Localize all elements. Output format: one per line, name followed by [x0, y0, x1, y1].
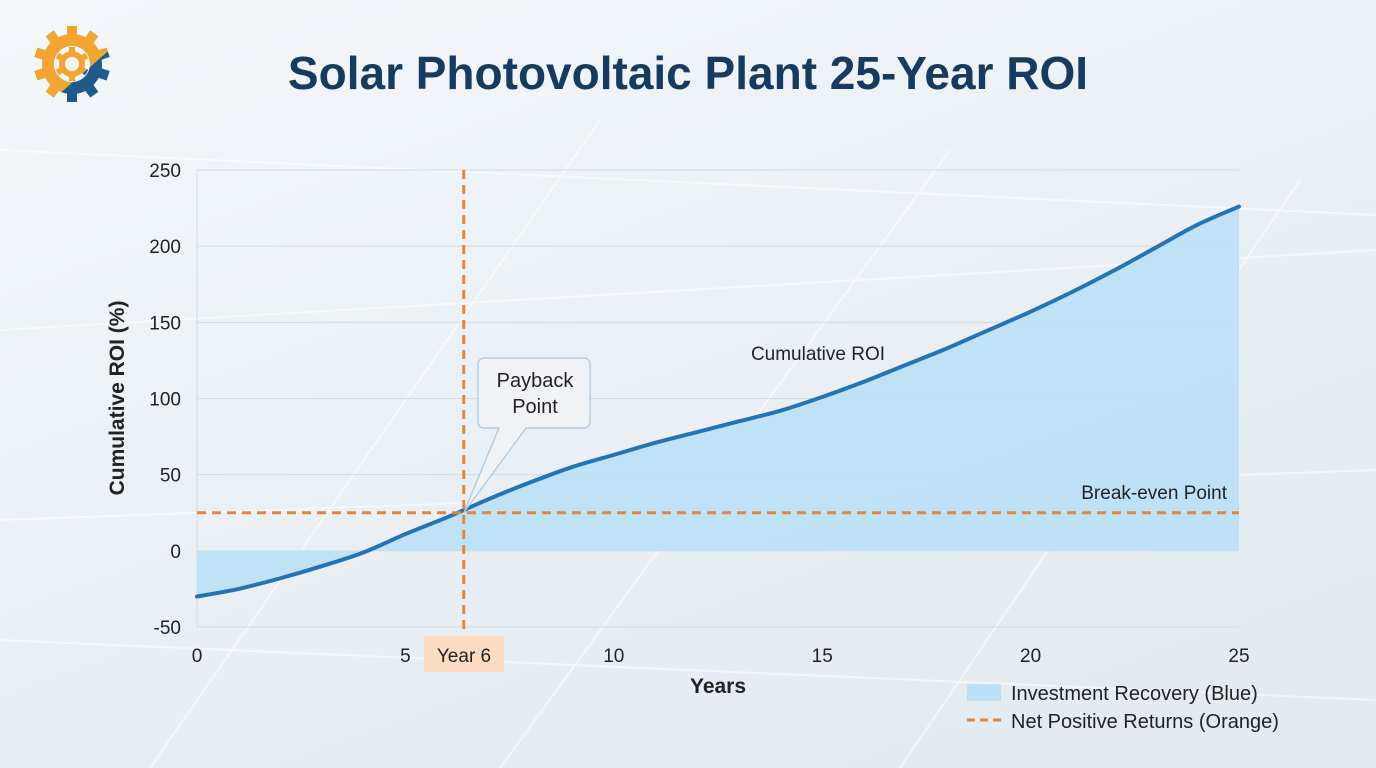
y-tick-label: 100: [149, 390, 181, 411]
payback-label-line1: Payback: [497, 370, 575, 392]
y-tick-label: 150: [149, 313, 181, 334]
break-even-label: Break-even Point: [1081, 483, 1227, 504]
x-axis-label: Years: [690, 675, 746, 698]
y-tick-label: 200: [149, 237, 181, 258]
x-tick-label: 25: [1228, 646, 1249, 667]
payback-year-tag: [424, 636, 504, 672]
y-axis-label: Cumulative ROI (%): [106, 301, 129, 496]
x-tick-label: 10: [603, 646, 624, 667]
page-title: Solar Photovoltaic Plant 25-Year ROI: [287, 47, 1089, 99]
roi-line: [195, 204, 1241, 599]
x-tick-label: 5: [400, 646, 411, 667]
gear-logo-icon: [34, 26, 110, 102]
x-tick-label: 15: [812, 646, 833, 667]
payback-year-label: Year 6: [437, 646, 491, 667]
roi-area-fill: [197, 206, 1239, 597]
series-label: Cumulative ROI: [751, 344, 885, 365]
y-tick-label: 250: [149, 161, 181, 182]
legend-label: Investment Recovery (Blue): [1011, 683, 1258, 705]
x-tick-label: 0: [192, 646, 203, 667]
payback-callout: [463, 357, 591, 514]
x-tick-label: 20: [1020, 646, 1041, 667]
payback-label-line2: Point: [512, 396, 558, 418]
y-tick-label: -50: [154, 618, 181, 639]
legend-label: Net Positive Returns (Orange): [1011, 711, 1279, 733]
y-tick-label: 50: [160, 466, 181, 487]
legend-swatch-blue: [967, 684, 1001, 701]
y-tick-label: 0: [170, 542, 181, 563]
